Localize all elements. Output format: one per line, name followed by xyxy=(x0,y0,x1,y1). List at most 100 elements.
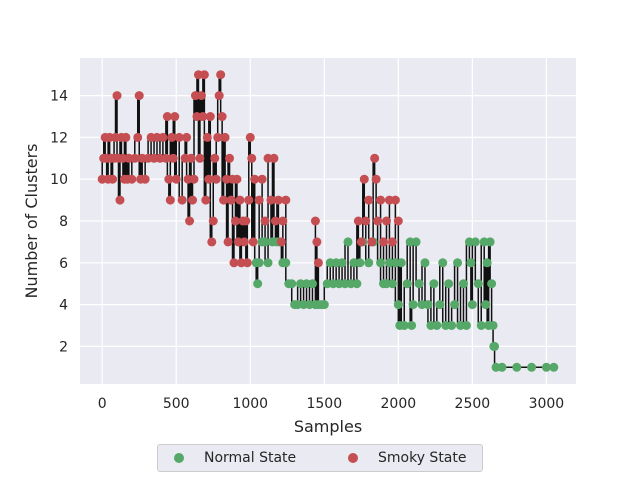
smoky-state-point xyxy=(313,258,323,268)
smoky-state-point xyxy=(214,91,224,101)
normal-state-point xyxy=(444,279,454,289)
smoky-state-point xyxy=(356,237,366,247)
smoky-state-point xyxy=(232,174,242,184)
normal-state-point xyxy=(490,341,500,351)
smoky-state-point xyxy=(174,132,184,142)
smoky-state-point xyxy=(216,70,226,80)
smoky-state-point xyxy=(359,174,369,184)
smoky-state-point xyxy=(223,237,233,247)
smoky-state-point xyxy=(186,153,196,163)
smoky-state-point xyxy=(381,216,391,226)
smoky-state-point xyxy=(361,216,371,226)
normal-state-point xyxy=(485,237,495,247)
normal-state-point xyxy=(355,258,365,268)
smoky-state-point xyxy=(367,237,377,247)
data-points xyxy=(97,70,559,372)
normal-state-point xyxy=(352,279,362,289)
normal-state-point xyxy=(337,258,347,268)
normal-state-point xyxy=(260,237,270,247)
normal-state-point xyxy=(407,320,417,330)
normal-state-point xyxy=(263,258,273,268)
normal-state-point xyxy=(549,362,559,372)
smoky-state-point xyxy=(213,132,223,142)
x-tick-label: 2000 xyxy=(381,396,417,412)
smoky-state-point xyxy=(162,112,172,122)
x-tick-label: 0 xyxy=(98,396,107,412)
y-tick-label: 6 xyxy=(59,256,68,272)
y-tick-label: 4 xyxy=(59,298,68,314)
normal-state-point xyxy=(482,258,492,268)
smoky-state-point xyxy=(205,112,215,122)
smoky-state-point xyxy=(387,237,397,247)
smoky-state-point xyxy=(257,174,267,184)
smoky-state-point xyxy=(266,195,276,205)
x-tick-label: 500 xyxy=(163,396,190,412)
normal-state-point xyxy=(307,279,317,289)
normal-state-point xyxy=(420,258,430,268)
smoky-state-point xyxy=(182,132,192,142)
normal-state-point xyxy=(467,300,477,310)
legend-marker-smoky xyxy=(348,453,358,463)
y-tick-label: 8 xyxy=(59,214,68,230)
normal-state-point xyxy=(447,320,457,330)
x-tick-label: 1500 xyxy=(306,396,342,412)
normal-state-point xyxy=(253,279,263,289)
smoky-state-point xyxy=(121,132,131,142)
normal-state-point xyxy=(527,362,537,372)
smoky-state-point xyxy=(376,195,386,205)
smoky-state-point xyxy=(204,174,214,184)
normal-state-point xyxy=(376,258,386,268)
smoky-state-point xyxy=(177,195,187,205)
smoky-state-point xyxy=(278,216,288,226)
x-tick-label: 2500 xyxy=(455,396,491,412)
y-tick-label: 10 xyxy=(50,172,68,188)
smoky-state-point xyxy=(393,216,403,226)
y-tick-label: 12 xyxy=(50,130,68,146)
smoky-state-point xyxy=(245,132,255,142)
smoky-state-point xyxy=(133,132,143,142)
smoky-state-point xyxy=(281,195,291,205)
smoky-state-point xyxy=(201,195,211,205)
smoky-state-point xyxy=(130,153,140,163)
smoky-state-point xyxy=(168,153,178,163)
normal-state-point xyxy=(432,320,442,330)
normal-state-point xyxy=(438,258,448,268)
smoky-state-point xyxy=(225,153,235,163)
legend-item-normal: Normal State xyxy=(174,450,296,466)
x-tick-label: 3000 xyxy=(529,396,565,412)
smoky-state-point xyxy=(189,174,199,184)
smoky-state-point xyxy=(158,132,168,142)
smoky-state-point xyxy=(188,195,198,205)
smoky-state-point xyxy=(248,237,258,247)
normal-state-point xyxy=(411,237,421,247)
smoky-state-point xyxy=(219,195,229,205)
smoky-state-point xyxy=(353,216,363,226)
normal-state-point xyxy=(512,362,522,372)
smoky-state-point xyxy=(310,216,320,226)
smoky-state-point xyxy=(199,70,209,80)
normal-state-point xyxy=(343,237,353,247)
smoky-state-point xyxy=(270,216,280,226)
y-tick-label: 2 xyxy=(59,339,68,355)
smoky-state-point xyxy=(164,174,174,184)
smoky-state-point xyxy=(370,153,380,163)
x-axis-label: Samples xyxy=(294,417,362,436)
smoky-state-point xyxy=(373,216,383,226)
normal-state-point xyxy=(408,300,418,310)
normal-state-point xyxy=(387,279,397,289)
normal-state-point xyxy=(393,300,403,310)
normal-state-point xyxy=(476,320,486,330)
normal-state-point xyxy=(466,258,476,268)
smoky-state-point xyxy=(250,174,260,184)
smoky-state-point xyxy=(273,195,283,205)
smoky-state-point xyxy=(185,216,195,226)
normal-state-point xyxy=(470,237,480,247)
legend-label-normal: Normal State xyxy=(204,450,297,466)
smoky-state-point xyxy=(371,174,381,184)
smoky-state-point xyxy=(254,195,264,205)
smoky-state-point xyxy=(112,91,122,101)
legend-label-smoky: Smoky State xyxy=(378,450,467,466)
normal-state-point xyxy=(254,258,264,268)
